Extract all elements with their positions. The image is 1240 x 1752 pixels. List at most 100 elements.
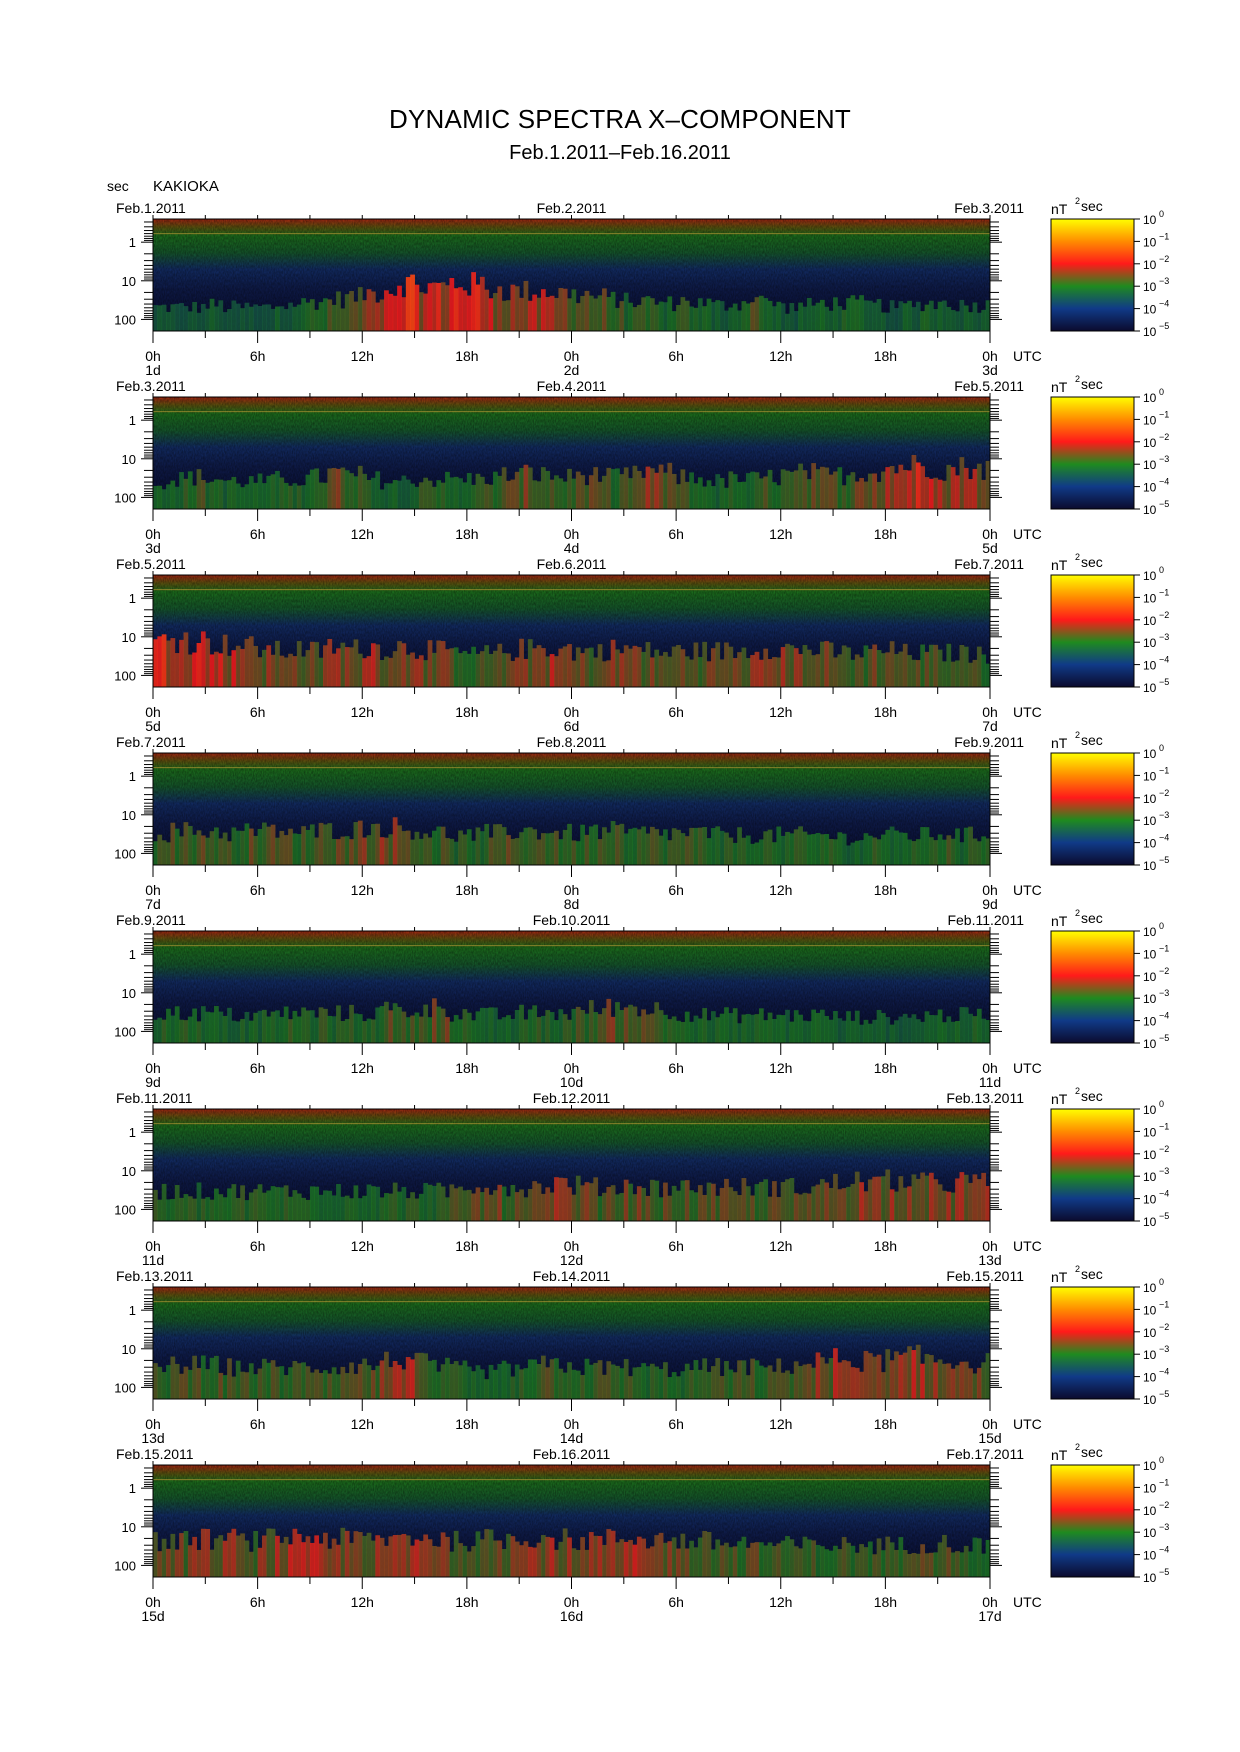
activity-burst: [357, 653, 363, 687]
panel-start-date: Feb.7.2011: [116, 734, 186, 750]
x-tick-label: 0h: [145, 1238, 161, 1254]
activity-burst: [933, 1179, 939, 1221]
activity-burst: [270, 1360, 276, 1399]
x-tick-label: 12h: [351, 348, 374, 364]
activity-burst: [972, 659, 978, 687]
activity-burst: [179, 1373, 184, 1399]
panel-start-date: Feb.15.2011: [116, 1446, 194, 1462]
activity-burst: [340, 836, 346, 865]
activity-burst: [811, 1367, 817, 1399]
activity-burst: [183, 1194, 189, 1221]
x-tick-label: 0h: [145, 1594, 161, 1610]
colorbar-tick-exp: −4: [1159, 655, 1169, 665]
activity-burst: [680, 1021, 686, 1043]
activity-burst: [815, 1544, 821, 1577]
activity-burst: [684, 1548, 690, 1577]
activity-burst: [937, 649, 943, 687]
activity-burst: [619, 1192, 625, 1221]
activity-burst: [279, 1542, 285, 1577]
activity-burst: [353, 1013, 359, 1043]
x-tick-label: 18h: [874, 526, 897, 542]
activity-burst: [218, 1194, 224, 1221]
y-tick-label: 10: [122, 1342, 136, 1357]
activity-burst: [540, 648, 546, 687]
activity-burst: [924, 1011, 930, 1043]
activity-burst: [580, 1375, 585, 1399]
activity-burst: [323, 482, 328, 509]
activity-burst: [894, 473, 899, 509]
activity-burst: [571, 1548, 577, 1577]
activity-burst: [850, 659, 856, 687]
x-tick-label: 18h: [874, 704, 897, 720]
activity-burst: [706, 1371, 712, 1399]
activity-burst: [227, 1007, 232, 1043]
activity-burst: [257, 1184, 263, 1221]
activity-burst: [157, 1199, 163, 1221]
activity-burst: [392, 1003, 398, 1043]
activity-burst: [894, 1351, 899, 1399]
activity-burst: [166, 1548, 171, 1577]
activity-burst: [275, 1187, 280, 1221]
activity-burst: [863, 1547, 869, 1577]
panel-start-date: Feb.5.2011: [116, 556, 186, 572]
activity-burst: [353, 1531, 359, 1577]
activity-burst: [196, 312, 202, 331]
activity-burst: [179, 639, 184, 687]
activity-burst: [410, 1015, 415, 1043]
activity-burst: [754, 297, 760, 331]
colorbar-tick-exp: −3: [1159, 1522, 1169, 1532]
activity-burst: [305, 829, 311, 865]
activity-burst: [314, 1369, 320, 1399]
x-tick-label: 6h: [250, 1238, 266, 1254]
activity-burst: [876, 839, 882, 865]
activity-burst: [606, 467, 612, 509]
activity-burst: [763, 298, 769, 331]
activity-burst: [501, 1017, 507, 1043]
colorbar-tick-base: 10: [1143, 1459, 1157, 1473]
activity-burst: [785, 1179, 790, 1221]
activity-burst: [898, 301, 904, 331]
activity-burst: [676, 484, 681, 509]
x-tick-label: 0h: [982, 882, 998, 898]
activity-burst: [558, 648, 564, 687]
day-label: 4d: [564, 540, 580, 556]
activity-burst: [841, 1360, 847, 1399]
activity-burst: [514, 1364, 520, 1399]
colorbar-gradient: [1050, 930, 1135, 1044]
activity-burst: [353, 1185, 359, 1221]
activity-burst: [283, 1536, 289, 1577]
activity-burst: [885, 312, 891, 331]
activity-burst: [549, 1537, 555, 1577]
colorbar-tick-base: 10: [1143, 970, 1157, 984]
activity-burst: [432, 486, 437, 509]
activity-burst: [153, 639, 158, 687]
activity-burst: [466, 1012, 472, 1043]
activity-burst: [327, 823, 333, 865]
x-tick-label: 6h: [668, 882, 684, 898]
activity-burst: [514, 1192, 520, 1221]
y-tick-label: 10: [122, 1520, 136, 1535]
activity-burst: [588, 826, 594, 865]
activity-burst: [911, 841, 917, 865]
activity-burst: [889, 641, 895, 687]
activity-burst: [798, 1366, 803, 1399]
activity-burst: [942, 300, 947, 331]
activity-burst: [732, 1191, 738, 1221]
activity-burst: [976, 312, 982, 331]
activity-burst: [602, 475, 607, 509]
activity-burst: [549, 832, 555, 865]
activity-burst: [737, 827, 742, 865]
activity-burst: [876, 1538, 882, 1577]
activity-burst: [833, 297, 838, 331]
activity-burst: [942, 661, 947, 687]
activity-burst: [654, 472, 660, 509]
activity-burst: [602, 1374, 607, 1399]
activity-burst: [632, 307, 638, 331]
activity-burst: [575, 1006, 581, 1043]
activity-burst: [353, 822, 359, 865]
activity-burst: [819, 641, 825, 687]
activity-burst: [479, 1007, 485, 1043]
activity-burst: [610, 1364, 616, 1399]
activity-burst: [475, 653, 481, 687]
activity-burst: [379, 837, 385, 865]
